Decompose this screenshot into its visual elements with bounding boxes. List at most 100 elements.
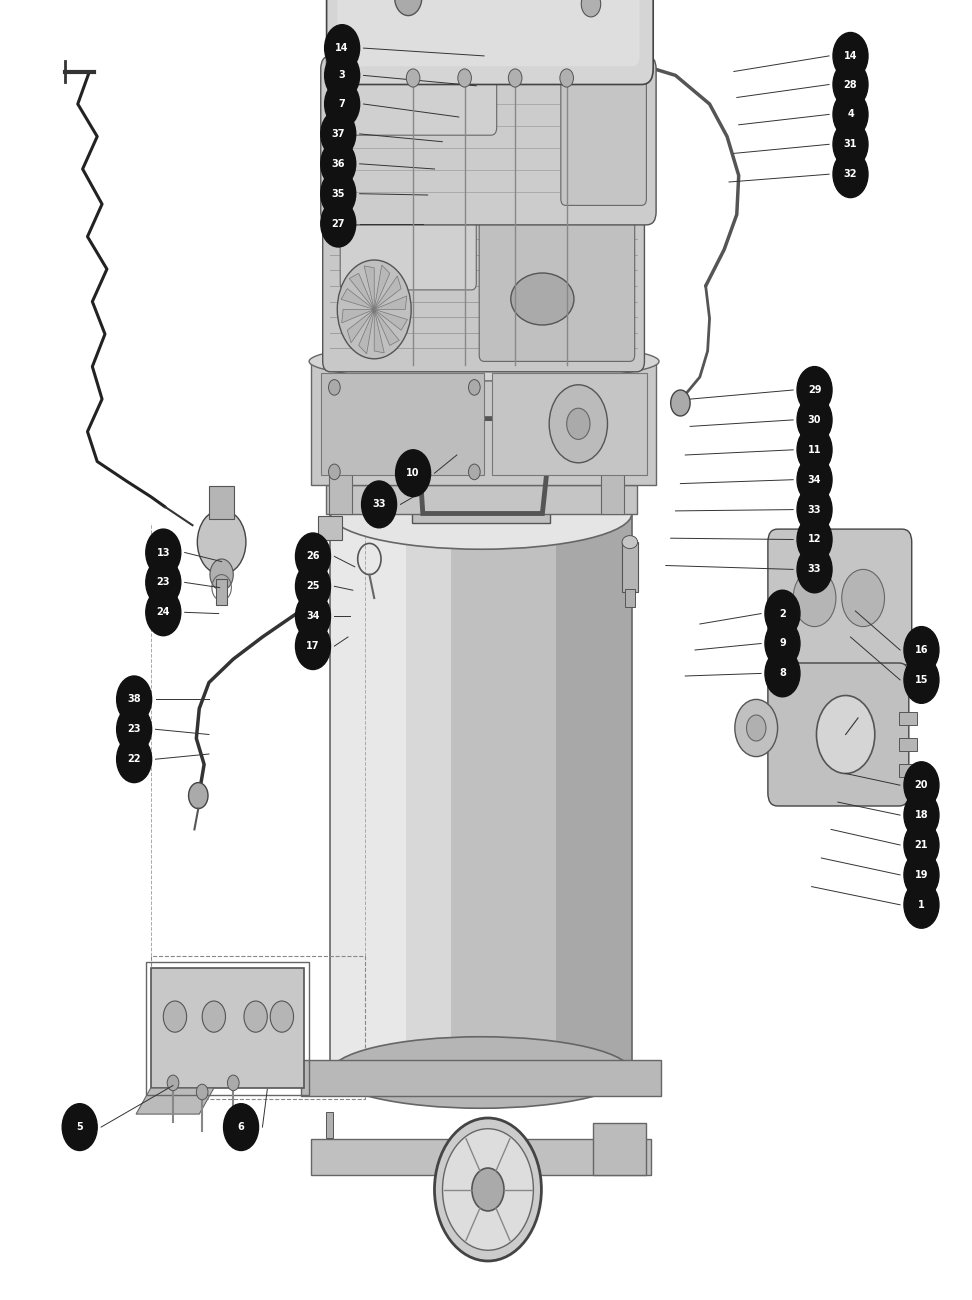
Circle shape [833,32,868,79]
Circle shape [227,1075,239,1091]
Circle shape [321,111,356,157]
Circle shape [395,0,422,16]
Circle shape [325,25,360,72]
Circle shape [765,650,800,697]
Bar [311,1139,651,1175]
Circle shape [434,1118,541,1261]
Bar [326,1112,333,1138]
Circle shape [202,1001,226,1032]
Circle shape [325,81,360,127]
Circle shape [117,706,152,753]
FancyBboxPatch shape [337,0,640,66]
Bar [330,514,346,1072]
Text: 14: 14 [844,51,857,61]
Bar [622,542,638,592]
Circle shape [163,1001,187,1032]
Circle shape [210,559,233,590]
Bar [586,514,602,1072]
Ellipse shape [511,273,573,325]
Text: 26: 26 [306,551,320,562]
Polygon shape [136,1088,214,1114]
Bar [572,514,586,1072]
Text: 19: 19 [915,870,928,880]
Circle shape [833,61,868,108]
Circle shape [295,563,330,610]
Text: 6: 6 [238,1122,244,1132]
Bar [602,514,616,1072]
Text: 1: 1 [919,900,924,910]
Text: 29: 29 [808,385,821,395]
Circle shape [442,1128,534,1251]
Text: 33: 33 [808,564,821,575]
Polygon shape [374,296,406,309]
Circle shape [842,569,885,627]
Bar [361,514,375,1072]
Circle shape [295,533,330,580]
Bar [216,578,227,604]
Polygon shape [349,273,374,309]
Bar [601,455,624,514]
Bar [151,956,364,1098]
Circle shape [62,1104,97,1150]
Ellipse shape [346,455,616,500]
Circle shape [816,696,875,773]
Bar [421,514,435,1072]
Text: 30: 30 [808,415,821,425]
Text: 7: 7 [339,99,345,109]
Circle shape [904,852,939,898]
Text: 34: 34 [306,611,320,621]
FancyBboxPatch shape [561,75,646,205]
Circle shape [797,456,832,503]
Circle shape [117,676,152,723]
Text: 31: 31 [844,139,857,150]
Text: 9: 9 [780,638,785,649]
Bar [209,486,234,519]
Polygon shape [347,309,374,343]
FancyBboxPatch shape [768,529,912,666]
Bar [151,968,304,1088]
Text: 22: 22 [127,754,141,764]
Text: 11: 11 [808,445,821,455]
Bar [556,514,572,1072]
Bar [375,514,391,1072]
Polygon shape [374,309,399,346]
Bar [451,514,467,1072]
Text: 8: 8 [779,668,786,679]
Circle shape [793,569,836,627]
Circle shape [904,792,939,838]
FancyBboxPatch shape [323,202,644,372]
Circle shape [567,408,590,439]
Bar [435,514,451,1072]
Bar [391,514,406,1072]
Bar [496,514,511,1072]
Bar [899,764,917,777]
Circle shape [146,589,181,636]
Text: 10: 10 [406,468,420,478]
Circle shape [117,736,152,783]
FancyBboxPatch shape [321,56,656,225]
Text: 20: 20 [915,780,928,790]
Circle shape [295,623,330,670]
Ellipse shape [330,1037,632,1108]
Text: 4: 4 [848,109,853,120]
Bar [412,494,550,523]
Bar [330,514,632,1072]
Text: 32: 32 [844,169,857,179]
Text: 16: 16 [915,645,928,655]
Circle shape [325,52,360,99]
Text: 12: 12 [808,534,821,545]
Bar [405,514,421,1072]
Circle shape [833,121,868,168]
Circle shape [904,881,939,928]
Circle shape [167,1075,179,1091]
Bar [541,514,556,1072]
Polygon shape [364,266,374,309]
FancyBboxPatch shape [479,212,635,361]
Circle shape [797,516,832,563]
Bar [321,373,484,474]
Text: 28: 28 [844,79,857,90]
Text: 5: 5 [77,1122,83,1132]
Circle shape [765,620,800,667]
Text: 13: 13 [156,547,170,558]
Circle shape [321,170,356,217]
